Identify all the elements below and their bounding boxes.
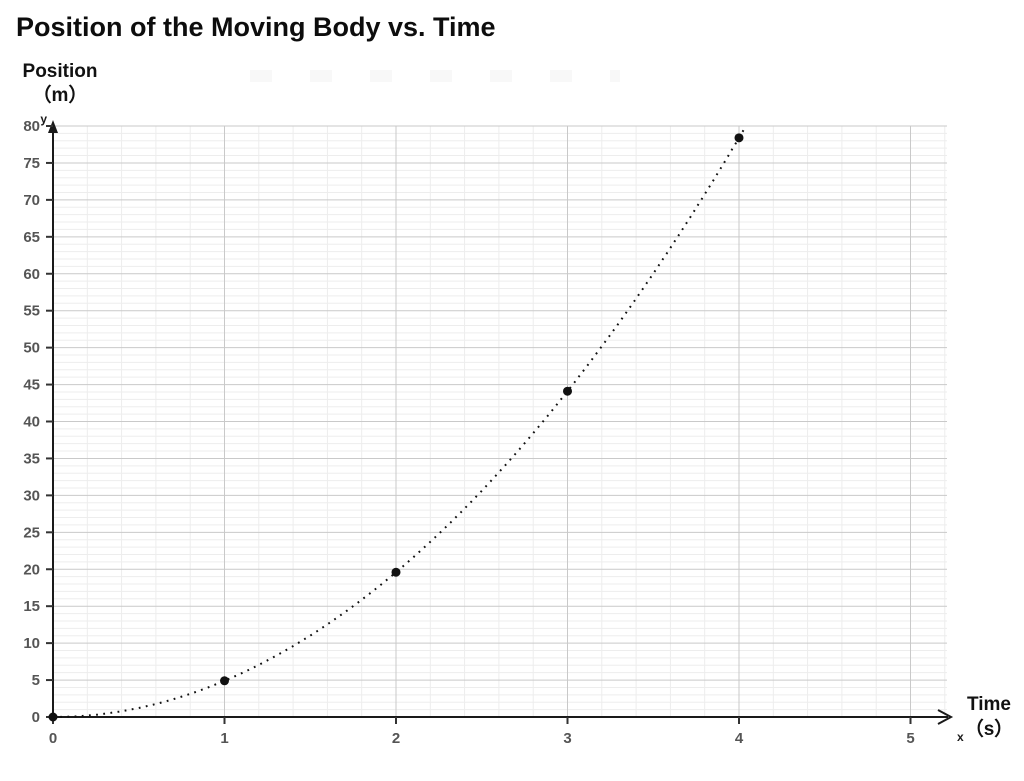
y-axis-letter: y [40,112,47,126]
data-point [563,386,572,396]
y-tick-label: 20 [23,561,40,578]
y-tick-label: 40 [23,414,40,431]
y-tick-label: 0 [32,709,40,726]
y-tick-label: 5 [32,672,40,689]
y-tick-label: 15 [23,598,40,615]
x-axis-title-line2: （s） [964,719,1014,740]
faint-artifact-row [250,70,620,82]
y-tick-label: 55 [23,303,40,320]
data-point [48,712,58,722]
y-tick-label: 45 [23,377,40,394]
x-tick-label: 1 [220,730,228,747]
position-curve [53,125,747,718]
y-tick-label: 60 [23,266,40,283]
y-tick-label: 65 [23,229,40,246]
x-tick-label: 5 [906,730,914,747]
x-tick-label: 4 [735,730,744,747]
y-axis-title-line1: Position [22,61,98,82]
y-tick-label: 80 [23,118,40,135]
chart-title: Position of the Moving Body vs. Time [16,12,496,42]
y-tick-label: 10 [23,635,40,652]
x-tick-label: 0 [49,730,57,747]
data-point [734,133,744,143]
x-axis-arrow [937,709,954,725]
x-axis-title-line1: Time [966,694,1011,715]
y-tick-label: 75 [23,155,40,172]
x-tick-label: 3 [563,730,571,747]
y-tick-label: 30 [23,487,40,504]
x-axis-letter: x [957,730,964,744]
y-axis-title: Position （m） [16,60,104,108]
y-tick-label: 25 [23,524,40,541]
data-point [391,567,401,577]
y-tick-label: 35 [23,450,40,467]
x-tick-label: 2 [392,730,400,747]
y-axis-title-line2: （m） [32,85,88,106]
data-point [220,676,229,686]
x-axis-title: Time （s） [958,692,1020,742]
y-tick-label: 50 [23,340,40,357]
y-tick-label: 70 [23,192,40,209]
